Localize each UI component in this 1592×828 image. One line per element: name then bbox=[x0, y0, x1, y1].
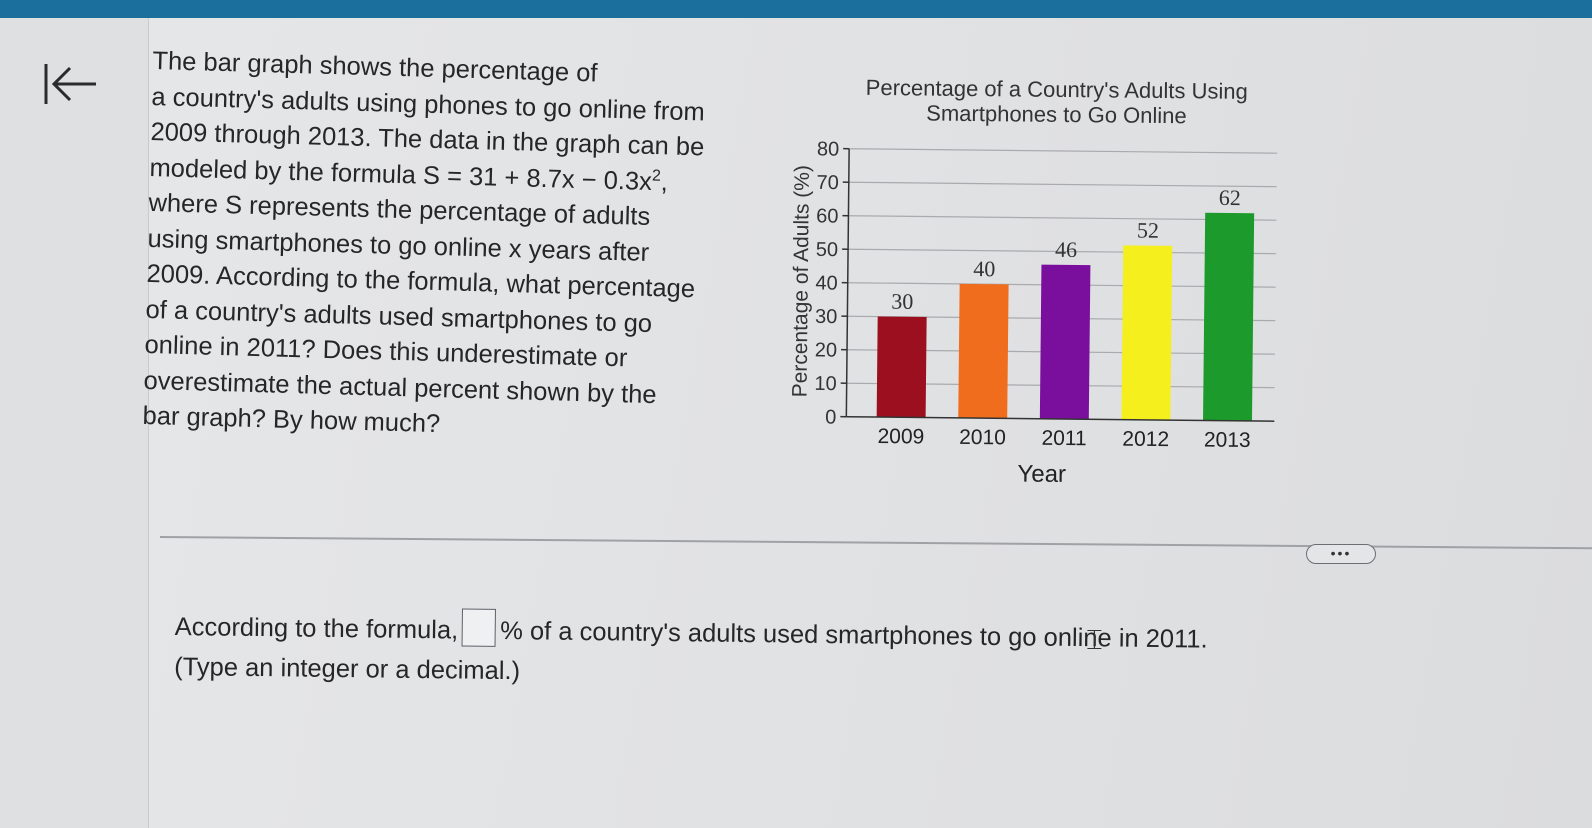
y-tick-label: 70 bbox=[816, 172, 838, 194]
bar-value-label: 40 bbox=[973, 256, 995, 281]
chart-title-line2: Smartphones to Go Online bbox=[926, 101, 1187, 129]
y-tick-label: 80 bbox=[817, 138, 839, 160]
bar-2013 bbox=[1203, 212, 1255, 421]
y-tick-label: 20 bbox=[815, 339, 837, 361]
gridline bbox=[848, 181, 1277, 188]
y-tick-label: 0 bbox=[825, 406, 836, 428]
bar-value-label: 62 bbox=[1219, 185, 1241, 210]
bar-value-label: 46 bbox=[1055, 237, 1077, 262]
y-axis-label: Percentage of Adults (%) bbox=[789, 165, 814, 398]
x-tick-label: 2009 bbox=[877, 425, 924, 448]
text-cursor-icon: ⌶ bbox=[1086, 624, 1103, 655]
x-axis-line bbox=[846, 415, 1275, 422]
bar-value-label: 52 bbox=[1137, 218, 1159, 243]
gridline bbox=[848, 248, 1277, 255]
left-rail bbox=[0, 18, 149, 828]
more-options-button[interactable]: ••• bbox=[1306, 544, 1376, 564]
content-area bbox=[0, 18, 1592, 828]
answer-input[interactable] bbox=[461, 608, 497, 647]
x-tick-label: 2011 bbox=[1041, 427, 1086, 450]
collapse-left-button[interactable] bbox=[40, 60, 100, 120]
y-tick-label: 40 bbox=[815, 272, 837, 294]
bar-2011 bbox=[1039, 264, 1091, 420]
bar-2012 bbox=[1121, 245, 1173, 421]
y-axis-line bbox=[845, 148, 850, 417]
x-axis-label: Year bbox=[1017, 461, 1066, 489]
x-tick-label: 2010 bbox=[959, 426, 1006, 449]
gridline bbox=[849, 148, 1278, 154]
answer-section: According to the formula,% of a country'… bbox=[174, 605, 1325, 701]
bar-chart-svg: Percentage of a Country's Adults Using S… bbox=[789, 75, 1278, 489]
top-bar bbox=[0, 0, 1592, 18]
y-tick-label: 60 bbox=[816, 205, 838, 227]
bar-value-label: 30 bbox=[891, 289, 913, 314]
bar-chart: Percentage of a Country's Adults Using S… bbox=[775, 66, 1299, 501]
x-tick-label: 2013 bbox=[1204, 428, 1251, 451]
bar-2009 bbox=[876, 316, 927, 418]
chart-title-line1: Percentage of a Country's Adults Using bbox=[866, 75, 1248, 104]
x-tick-label: 2012 bbox=[1122, 428, 1169, 451]
y-tick-label: 50 bbox=[816, 239, 838, 261]
bar-2010 bbox=[958, 283, 1009, 419]
y-tick-label: 10 bbox=[814, 373, 836, 395]
gridline bbox=[848, 215, 1277, 221]
collapse-left-icon bbox=[44, 64, 96, 104]
question-text: The bar graph shows the percentage of a … bbox=[142, 44, 773, 452]
formula-comma: , bbox=[660, 167, 669, 196]
y-tick-label: 30 bbox=[815, 306, 837, 328]
answer-prefix: According to the formula, bbox=[174, 612, 459, 645]
